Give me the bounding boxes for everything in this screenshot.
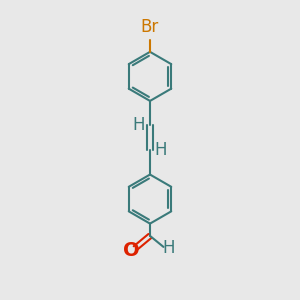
Text: O: O <box>123 241 140 260</box>
Text: H: H <box>133 116 145 134</box>
Text: H: H <box>162 239 175 257</box>
Text: H: H <box>155 141 167 159</box>
Text: Br: Br <box>141 18 159 36</box>
